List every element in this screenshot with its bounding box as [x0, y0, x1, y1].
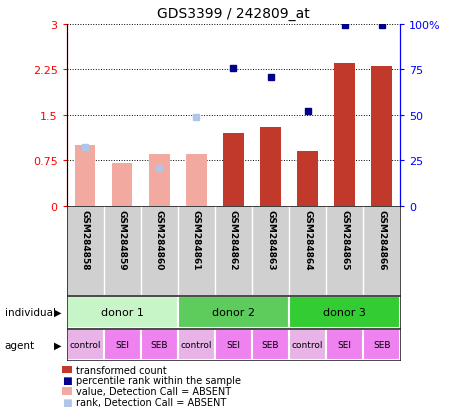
Text: GSM284861: GSM284861 [191, 209, 201, 270]
Bar [186, 155, 206, 206]
Bar [67, 330, 104, 361]
Bar [325, 330, 362, 361]
Bar [104, 330, 140, 361]
Bar [260, 128, 280, 206]
Text: donor 1: donor 1 [101, 307, 143, 317]
Bar [288, 296, 399, 328]
Text: GSM284865: GSM284865 [339, 209, 348, 270]
Text: ▶: ▶ [54, 340, 62, 350]
Text: SEI: SEI [226, 341, 240, 349]
Bar [112, 164, 132, 206]
Text: donor 3: donor 3 [323, 307, 365, 317]
Text: SEI: SEI [115, 341, 129, 349]
Bar [334, 64, 354, 206]
Text: SEI: SEI [337, 341, 351, 349]
Text: GSM284858: GSM284858 [80, 209, 90, 270]
Bar [371, 67, 391, 206]
Text: GSM284859: GSM284859 [118, 209, 127, 270]
Text: SEB: SEB [261, 341, 279, 349]
Bar [214, 330, 252, 361]
Text: SEB: SEB [372, 341, 390, 349]
Bar [362, 330, 399, 361]
Text: control: control [291, 341, 323, 349]
Text: GSM284862: GSM284862 [229, 209, 237, 270]
Text: SEB: SEB [150, 341, 168, 349]
Text: ■: ■ [62, 397, 72, 407]
Bar [75, 146, 95, 206]
Bar [252, 330, 288, 361]
Text: GSM284864: GSM284864 [302, 209, 311, 270]
Text: transformed count: transformed count [76, 365, 166, 375]
Bar [223, 134, 243, 206]
Text: ▶: ▶ [54, 307, 62, 317]
Text: rank, Detection Call = ABSENT: rank, Detection Call = ABSENT [76, 397, 226, 407]
Text: agent: agent [5, 340, 34, 350]
Bar [149, 155, 169, 206]
Bar [178, 330, 214, 361]
Text: GSM284863: GSM284863 [265, 209, 274, 270]
Bar [178, 296, 288, 328]
Text: GSM284866: GSM284866 [376, 209, 386, 270]
Text: donor 2: donor 2 [212, 307, 254, 317]
Text: individual: individual [5, 307, 56, 317]
Bar [288, 330, 325, 361]
Text: percentile rank within the sample: percentile rank within the sample [76, 375, 241, 385]
Text: value, Detection Call = ABSENT: value, Detection Call = ABSENT [76, 386, 230, 396]
Text: control: control [180, 341, 212, 349]
Bar [67, 296, 178, 328]
Bar [140, 330, 178, 361]
Text: ■: ■ [62, 375, 72, 385]
Text: control: control [69, 341, 101, 349]
Text: GSM284860: GSM284860 [155, 209, 163, 269]
Bar [297, 152, 317, 206]
Title: GDS3399 / 242809_at: GDS3399 / 242809_at [157, 7, 309, 21]
